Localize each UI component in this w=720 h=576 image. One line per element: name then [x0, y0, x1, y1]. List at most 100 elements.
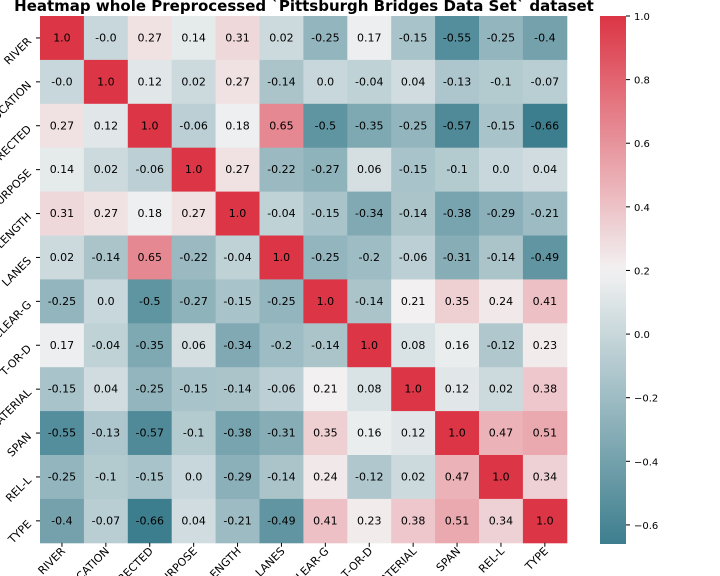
- cell-value-label: 1.0: [229, 207, 247, 220]
- colorbar-tick-label: 1.0: [634, 12, 650, 23]
- cell-value-label: -0.25: [399, 119, 427, 132]
- cell-value-label: -0.27: [311, 163, 339, 176]
- cell-value-label: -0.25: [267, 295, 295, 308]
- heatmap-cell: [83, 323, 129, 368]
- heatmap-cell: [435, 147, 480, 193]
- cell-value-label: -0.4: [51, 514, 72, 527]
- cell-value-label: 0.51: [445, 514, 470, 527]
- cell-value-label: 0.18: [225, 119, 250, 132]
- cell-value-label: -0.14: [267, 75, 295, 88]
- heatmap-cell: [127, 279, 173, 324]
- cell-value-label: 0.17: [357, 31, 382, 44]
- cell-value-label: -0.14: [92, 251, 120, 264]
- heatmap-cell: [83, 103, 129, 149]
- cell-value-label: -0.15: [136, 470, 164, 483]
- cell-value-label: -0.57: [136, 427, 164, 440]
- colorbar-tick-label: 0.8: [634, 76, 650, 87]
- heatmap-cell: [303, 191, 348, 236]
- heatmap-cell: [83, 59, 129, 105]
- cell-value-label: -0.4: [534, 31, 555, 44]
- cell-value-label: 0.04: [533, 163, 558, 176]
- cell-value-label: -0.04: [355, 75, 383, 88]
- x-tick-label: MATERIAL: [372, 544, 420, 576]
- heatmap-cell: [259, 455, 304, 500]
- y-tick-label: MATERIAL: [0, 385, 35, 433]
- heatmap-cell: [259, 16, 304, 61]
- heatmap-cell: [259, 411, 304, 456]
- heatmap-cell: [479, 455, 524, 500]
- heatmap-cell: [215, 103, 260, 149]
- colorbar-tick-label: 0.0: [634, 330, 650, 341]
- cell-value-label: -0.38: [443, 207, 471, 220]
- cell-value-label: -0.34: [223, 339, 251, 352]
- heatmap-cell: [479, 147, 524, 193]
- cell-value-label: 0.02: [181, 75, 206, 88]
- cell-value-label: -0.25: [48, 470, 76, 483]
- cell-value-label: -0.66: [136, 514, 164, 527]
- cell-value-label: 0.0: [185, 470, 203, 483]
- cell-value-label: -0.35: [136, 339, 164, 352]
- heatmap-cell: [259, 147, 304, 193]
- cell-value-label: 0.38: [401, 514, 426, 527]
- heatmap-cell: [479, 103, 524, 149]
- cell-value-label: 0.51: [533, 427, 558, 440]
- y-tick-label: ERECTED: [0, 123, 34, 169]
- cell-value-label: 0.24: [489, 295, 514, 308]
- cell-value-label: 0.35: [445, 295, 470, 308]
- heatmap-cell: [479, 235, 524, 280]
- heatmap-cell: [347, 103, 392, 149]
- heatmap-cell: [522, 103, 568, 149]
- heatmap-cell: [303, 455, 348, 500]
- cell-value-label: 0.0: [492, 163, 510, 176]
- heatmap-cell: [127, 191, 173, 236]
- heatmap-cell: [347, 411, 392, 456]
- heatmap-cell: [435, 411, 480, 456]
- heatmap-cell: [171, 147, 217, 193]
- heatmap-cell: [127, 16, 173, 61]
- colorbar-tick-label: 0.2: [634, 266, 650, 277]
- cell-value-label: 1.0: [536, 514, 554, 527]
- heatmap-cell: [522, 279, 568, 324]
- x-tick-label: TYPE: [522, 545, 551, 574]
- heatmap-cell: [479, 367, 524, 412]
- cell-value-label: -0.27: [179, 295, 207, 308]
- cell-value-label: 0.08: [357, 383, 382, 396]
- cell-value-label: -0.22: [267, 163, 295, 176]
- cell-value-label: -0.1: [95, 470, 116, 483]
- heatmap-cell: [171, 103, 217, 149]
- heatmap-cell: [40, 235, 85, 280]
- heatmap-cell: [522, 59, 568, 105]
- cell-value-label: 0.02: [94, 163, 119, 176]
- x-tick-label: LOCATION: [63, 545, 112, 576]
- x-tick-label: LENGTH: [203, 545, 244, 576]
- cell-value-label: -0.25: [311, 31, 339, 44]
- heatmap-cell: [435, 498, 480, 544]
- heatmap-cell: [347, 323, 392, 368]
- cell-value-label: -0.06: [267, 383, 295, 396]
- colorbar-tick-label: −0.4: [634, 457, 658, 468]
- heatmap-cell: [347, 498, 392, 544]
- cell-value-label: 0.0: [317, 75, 335, 88]
- x-tick-label: SPAN: [434, 545, 463, 574]
- heatmap-cell: [522, 147, 568, 193]
- x-tick-label: LANES: [253, 545, 288, 576]
- heatmap-cell: [303, 59, 348, 105]
- heatmap-cell: [83, 279, 129, 324]
- heatmap-cell: [127, 455, 173, 500]
- cell-value-label: -0.13: [443, 75, 471, 88]
- heatmap-cell: [40, 147, 85, 193]
- cell-value-label: 1.0: [185, 163, 203, 176]
- heatmap-cell: [347, 147, 392, 193]
- heatmap-cell: [347, 16, 392, 61]
- cell-value-label: -0.25: [136, 383, 164, 396]
- heatmap-cell: [391, 279, 436, 324]
- y-tick-label: REL-L: [3, 473, 34, 504]
- heatmap-cell: [479, 279, 524, 324]
- x-tick-label: REL-L: [476, 544, 507, 575]
- heatmap-cell: [83, 498, 129, 544]
- cell-value-label: -0.29: [223, 470, 251, 483]
- heatmap-cell: [259, 498, 304, 544]
- cell-value-label: 0.02: [269, 31, 294, 44]
- cell-value-label: 0.31: [225, 31, 250, 44]
- heatmap-cell: [40, 323, 85, 368]
